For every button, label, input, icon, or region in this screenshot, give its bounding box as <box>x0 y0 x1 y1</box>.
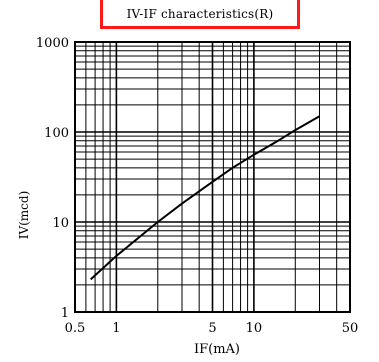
y-tick-label: 1 <box>61 306 69 321</box>
y-tick-label: 100 <box>44 126 69 141</box>
y-tick-label: 1000 <box>36 36 69 51</box>
x-tick-label: 10 <box>246 321 263 336</box>
x-tick-label: 50 <box>342 321 359 336</box>
chart-title-box: IV-IF characteristics(R) <box>100 0 300 29</box>
x-tick-labels: 0.5 1 5 10 50 <box>65 321 359 336</box>
x-tick-label: 0.5 <box>65 321 86 336</box>
grid-minor <box>75 42 350 312</box>
x-tick-label: 5 <box>208 321 216 336</box>
x-axis-label: IF(mA) <box>194 342 240 357</box>
grid-major <box>75 42 350 312</box>
y-tick-labels: 1 10 100 1000 <box>36 36 69 321</box>
y-tick-label: 10 <box>52 216 69 231</box>
y-axis-label: IV(mcd) <box>17 191 31 240</box>
chart-title: IV-IF characteristics(R) <box>126 7 274 21</box>
plot-frame <box>74 41 351 313</box>
series-line-iv-if <box>90 115 320 281</box>
x-tick-label: 1 <box>112 321 120 336</box>
